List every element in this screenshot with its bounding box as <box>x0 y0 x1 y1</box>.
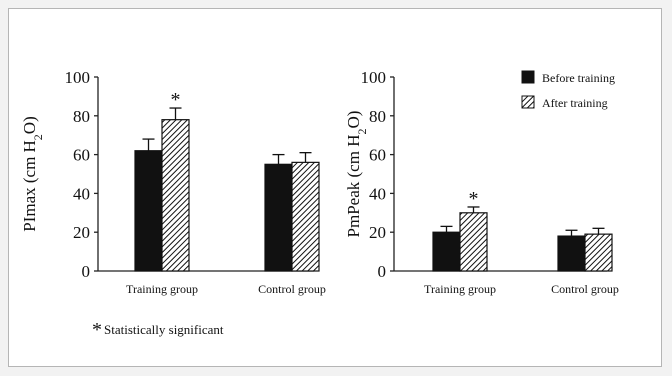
y-axis-label-text: PmPeak (cm H <box>344 135 363 238</box>
y-axis-label-text: O) <box>20 116 39 134</box>
bar <box>161 119 190 272</box>
chart-pimax: 0 20 40 60 80 100 PImax (cm H2O) Training group… <box>20 68 326 296</box>
y-tick-label: 40 <box>369 184 386 203</box>
legend-swatch <box>521 95 535 109</box>
bar <box>432 231 461 272</box>
bar <box>584 233 613 272</box>
y-axis-label-subscript: 2 <box>31 134 45 140</box>
y-tick-label: 80 <box>73 107 90 126</box>
chart-pmpeak: 0 20 40 60 80 100 PmPeak (cm H2O) Training grou… <box>344 68 619 296</box>
y-axis-label: PImax (cm H2O) <box>20 116 45 232</box>
y-axis-label-subscript: 2 <box>355 129 369 135</box>
y-tick-label: 20 <box>369 223 386 242</box>
y-tick-label: 0 <box>82 262 91 281</box>
y-tick-label: 40 <box>73 184 90 203</box>
y-tick-label: 80 <box>369 107 386 126</box>
y-tick-label: 100 <box>65 68 91 87</box>
bar <box>134 150 163 272</box>
figure-frame: 0 20 40 60 80 100 PImax (cm H2O) Training group… <box>8 8 662 367</box>
y-axis-label-text: O) <box>344 111 363 129</box>
footnote-symbol: * <box>92 319 102 341</box>
legend-swatch <box>521 70 535 84</box>
x-category-label: Training group <box>126 282 198 296</box>
legend-label: After training <box>542 96 608 110</box>
bar <box>264 163 293 272</box>
y-tick-label: 60 <box>369 146 386 165</box>
y-tick-label: 20 <box>73 223 90 242</box>
significance-marker: * <box>171 89 181 111</box>
y-tick-label: 100 <box>361 68 387 87</box>
footnote: * Statistically significant <box>92 319 224 341</box>
x-category-label: Control group <box>551 282 619 296</box>
x-category-label: Control group <box>258 282 326 296</box>
significance-marker: * <box>469 188 479 210</box>
bar <box>459 212 488 272</box>
y-tick-label: 60 <box>73 146 90 165</box>
footnote-text: Statistically significant <box>104 322 224 337</box>
bar <box>291 161 320 272</box>
legend-label: Before training <box>542 71 615 85</box>
y-axis-label: PmPeak (cm H2O) <box>344 111 369 238</box>
bar <box>557 235 586 272</box>
x-category-label: Training group <box>424 282 496 296</box>
y-axis-label-text: PImax (cm H <box>20 140 39 232</box>
y-tick-label: 0 <box>378 262 387 281</box>
